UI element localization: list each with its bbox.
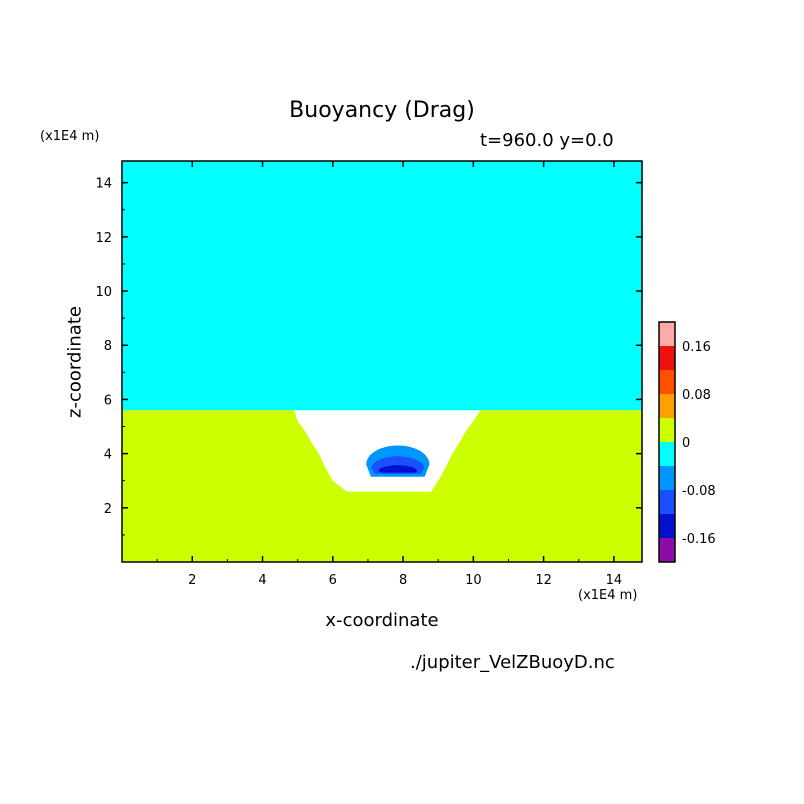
x-axis-label: x-coordinate <box>325 610 439 631</box>
plot-frame <box>121 160 643 563</box>
y-tick-label: 6 <box>104 393 112 408</box>
colorbar-tick-label: -0.08 <box>682 484 716 499</box>
x-tick-label: 8 <box>399 573 407 588</box>
y-axis-unit: (x1E4 m) <box>40 129 100 144</box>
colorbar-frame <box>658 321 676 563</box>
x-tick-label: 14 <box>606 573 623 588</box>
colorbar: 0.16 0.08 0 -0.08 -0.16 <box>658 321 716 563</box>
x-tick-label: 10 <box>465 573 482 588</box>
y-tick-label: 10 <box>95 285 112 300</box>
region-upper-field <box>122 161 642 411</box>
colorbar-level <box>659 514 675 538</box>
colorbar-level <box>659 490 675 514</box>
colorbar-level <box>659 538 675 562</box>
colorbar-level <box>659 442 675 466</box>
colorbar-level <box>659 466 675 490</box>
x-tick-label: 12 <box>535 573 552 588</box>
axis-ticks: 2 4 6 8 10 12 14 2 4 6 8 10 12 14 <box>95 161 642 588</box>
source-file-label: ./jupiter_VelZBuoyD.nc <box>410 652 615 673</box>
colorbar-level <box>659 394 675 418</box>
x-tick-label: 4 <box>258 573 266 588</box>
y-tick-label: 12 <box>95 231 112 246</box>
colorbar-tick-label: 0.08 <box>682 388 711 403</box>
x-tick-label: 2 <box>188 573 196 588</box>
colorbar-tick-label: 0.16 <box>682 340 711 355</box>
y-tick-label: 4 <box>104 448 112 463</box>
y-tick-label: 8 <box>104 339 112 354</box>
x-axis-unit: (x1E4 m) <box>578 588 638 603</box>
region-plume-core <box>378 465 418 473</box>
x-tick-label: 6 <box>329 573 337 588</box>
colorbar-level <box>659 370 675 394</box>
y-tick-label: 14 <box>95 177 112 192</box>
time-position-label: t=960.0 y=0.0 <box>480 130 614 151</box>
colorbar-level <box>659 418 675 442</box>
colorbar-tick-label: -0.16 <box>682 532 716 547</box>
y-axis-label: z-coordinate <box>64 306 86 418</box>
chart-title: Buoyancy (Drag) <box>289 98 475 123</box>
contour-regions <box>122 161 642 562</box>
y-tick-label: 2 <box>104 502 112 517</box>
colorbar-level <box>659 346 675 370</box>
colorbar-level <box>659 322 675 346</box>
region-lower-field <box>122 410 642 562</box>
colorbar-tick-label: 0 <box>682 436 690 451</box>
